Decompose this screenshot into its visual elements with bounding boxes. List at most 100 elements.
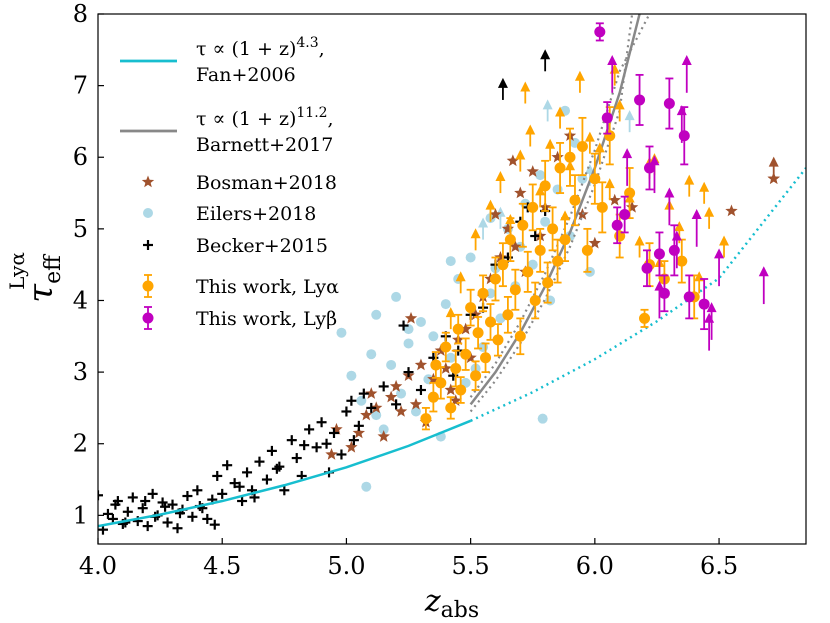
legend-swatch (142, 274, 154, 298)
eilers-point (391, 291, 402, 302)
lya-point (596, 181, 608, 234)
becker-point (222, 460, 233, 471)
becker-point (403, 367, 414, 378)
becker-point (321, 438, 332, 449)
lya-lower-limit (485, 199, 496, 222)
becker-point (304, 424, 315, 435)
eilers-point (410, 406, 421, 417)
lya-point (509, 268, 521, 311)
becker-point (274, 461, 285, 472)
becker-point (415, 385, 426, 396)
bosman-point (489, 208, 502, 220)
legend-item-becker: Becker+2015 (143, 235, 328, 257)
becker-point (147, 488, 158, 499)
legend-label: τ ∝ (1 + z)4.3, (196, 35, 325, 60)
y-axis-title-main: τ (21, 283, 61, 303)
x-tick-label: 4.5 (203, 552, 241, 580)
becker-point (187, 511, 198, 522)
bosman-point (725, 204, 738, 217)
lyb-lower-limit (706, 302, 717, 340)
series-this-work-ly- (594, 22, 769, 351)
bosman-point (389, 379, 403, 392)
legend-swatch (143, 208, 153, 218)
bosman-point (526, 165, 539, 177)
becker-point (242, 467, 253, 478)
becker-point (217, 488, 228, 499)
lyb-point (611, 206, 623, 245)
legend-label: Fan+2006 (196, 64, 296, 86)
x-tick-label: 6.0 (576, 552, 614, 580)
becker-point (172, 523, 183, 534)
y-axis: 1 2 3 4 5 6 7 8 (73, 0, 104, 529)
series-layer (98, 14, 806, 535)
lya-lower-limit (614, 99, 625, 122)
bosman-point (444, 383, 457, 396)
lya-lower-limit (719, 235, 730, 258)
lya-point (470, 360, 482, 391)
lyb-point (619, 195, 631, 234)
lya-lower-limit (455, 271, 466, 294)
lyb-lower-limit (758, 266, 769, 305)
fan-fit-extrapolation (470, 167, 806, 422)
y-tick-label: 8 (73, 0, 88, 28)
lya-lower-limit (515, 149, 526, 172)
y-tick-label: 1 (73, 501, 88, 529)
eilers-point (403, 338, 414, 349)
becker-point (237, 496, 248, 507)
lyb-lower-limit (676, 105, 687, 143)
becker-point (110, 499, 121, 510)
eilers-point (577, 173, 588, 184)
becker-point (366, 402, 377, 413)
legend-item-barnett: τ ∝ (1 + z)11.2, Barnett+2017 (120, 105, 334, 156)
lya-lower-limit (495, 171, 506, 194)
bosman-point (625, 200, 639, 213)
bosman-point (434, 344, 447, 356)
lya-point (420, 407, 432, 431)
x-axis: 4.0 4.5 5.0 5.5 6.0 6.5 (79, 538, 738, 580)
lyb-point (594, 22, 606, 42)
becker-point (530, 231, 541, 242)
becker-lower-limit (497, 77, 508, 100)
x-axis-title-main: z (424, 584, 441, 619)
legend-item-lyb: This work, Lyβ (142, 306, 337, 330)
y-axis-title-sup: Lyα (5, 252, 29, 290)
becker-point (122, 506, 133, 517)
becker-point (299, 440, 310, 451)
lya-point (497, 242, 509, 288)
becker-point (291, 453, 302, 464)
lya-point (440, 331, 452, 363)
lya-point (514, 317, 526, 356)
y-axis-title: τeff Lyα (5, 252, 66, 303)
fan-fit-line (98, 419, 472, 528)
bosman-point (449, 394, 462, 407)
lya-point (435, 366, 447, 400)
becker-point (212, 470, 223, 481)
lyb-lower-limit (649, 155, 660, 194)
becker-point (346, 395, 357, 406)
legend-swatch (142, 306, 154, 330)
lya-lower-limit (604, 178, 615, 201)
y-axis-title-sub: eff (41, 254, 66, 284)
lya-point (472, 316, 484, 350)
bosman-point (506, 154, 520, 167)
lya-point (427, 381, 439, 413)
lyb-point (601, 101, 613, 135)
lya-point (517, 202, 529, 248)
eilers-point (537, 413, 548, 424)
legend-item-lya: This work, Lyα (142, 274, 339, 298)
becker-point (391, 399, 402, 410)
eilers-point (366, 349, 377, 360)
becker-point (192, 485, 203, 496)
becker-point (279, 485, 290, 496)
becker-point (336, 449, 347, 460)
x-tick-label: 4.0 (79, 552, 117, 580)
bosman-point (404, 311, 418, 324)
eilers-point (545, 295, 556, 306)
eilers-point (415, 316, 426, 327)
bosman-point (608, 193, 621, 206)
lyb-point (653, 231, 665, 277)
legend-label: This work, Lyα (196, 276, 339, 298)
becker-point (329, 427, 339, 438)
y-tick-label: 2 (73, 430, 88, 458)
